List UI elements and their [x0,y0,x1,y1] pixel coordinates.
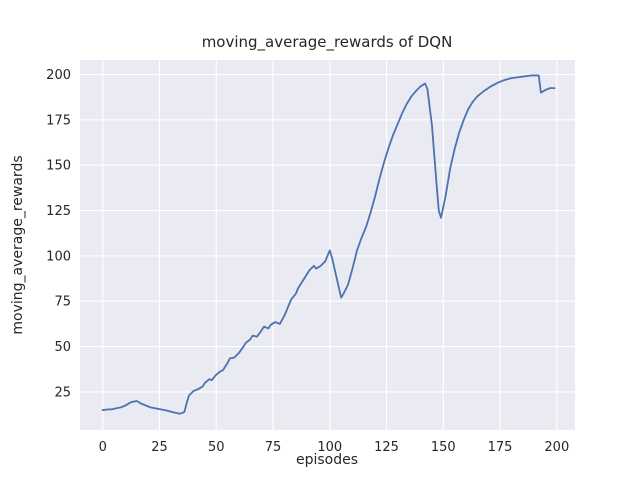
x-tick-label: 100 [317,440,342,455]
plot-layer: 0 25 50 75 100 125 150 175 200 25 50 75 100 125 150 175… [46,60,575,455]
y-tick-label: 175 [46,113,71,128]
x-tick-label: 175 [488,440,513,455]
x-axis-label: episodes [296,452,358,468]
y-tick-label: 200 [46,68,71,83]
chart-title: moving_average_rewards of DQN [202,33,453,52]
y-tick-label: 150 [46,159,71,174]
x-tick-label: 50 [208,440,225,455]
x-tick-label: 200 [544,440,569,455]
y-axis-label: moving_average_rewards [10,155,26,334]
x-tick-label: 0 [99,440,107,455]
y-tick-label: 75 [54,295,71,310]
y-tick-label: 50 [54,340,71,355]
x-tick-label: 25 [151,440,168,455]
line-series [101,74,556,415]
plot-area [80,60,575,430]
x-tick-label: 150 [431,440,456,455]
y-tick-label: 100 [46,249,71,264]
y-tick-label: 125 [46,204,71,219]
x-tick-label: 75 [265,440,282,455]
x-tick-label: 125 [374,440,399,455]
y-tick-label: 25 [54,385,71,400]
